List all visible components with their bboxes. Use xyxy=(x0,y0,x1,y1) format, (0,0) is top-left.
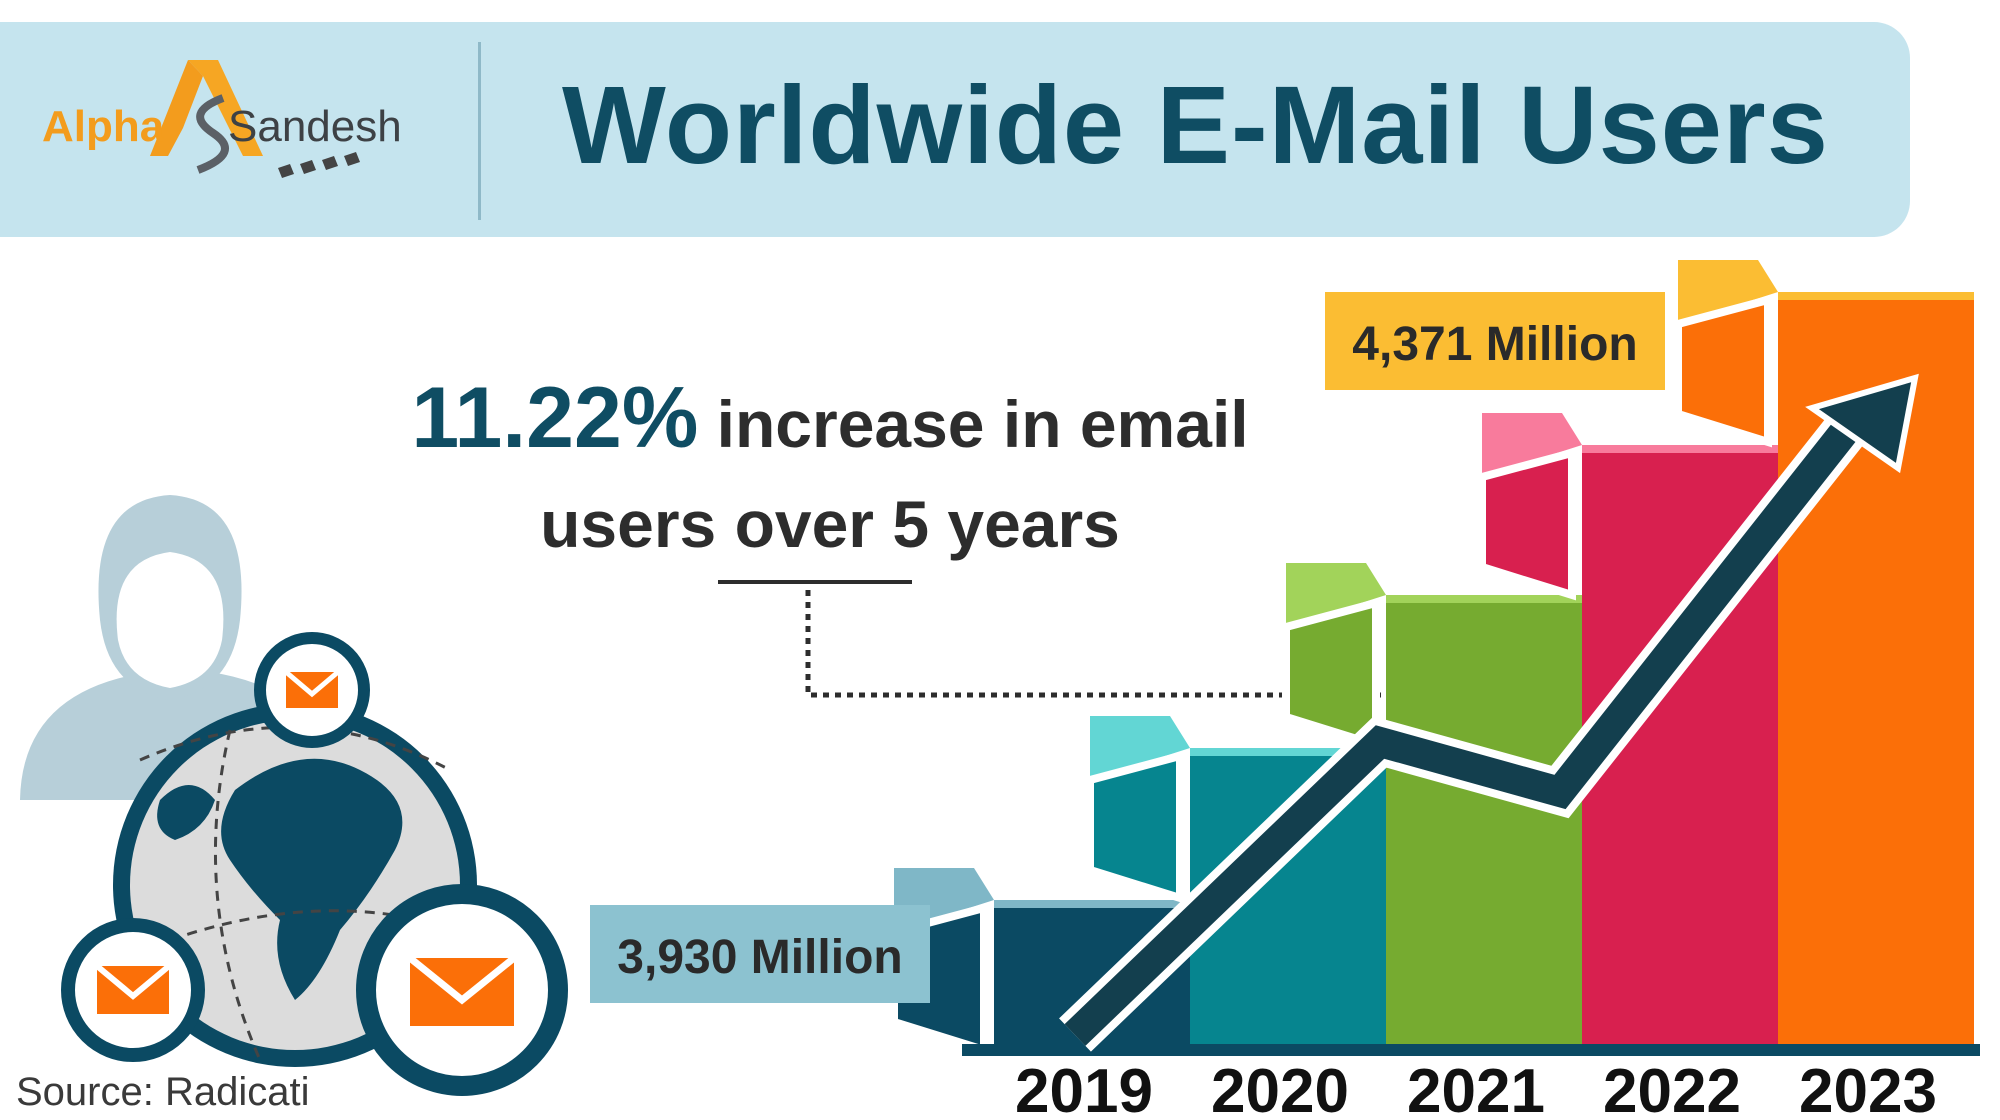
trend-arrow-head xyxy=(1805,373,1919,474)
bar-step-cap xyxy=(1090,716,1190,780)
header-banner xyxy=(0,22,1910,237)
bar-step-face xyxy=(1282,597,1380,751)
bar-2021 xyxy=(1386,595,1582,1050)
headline-line2: users over 5 years xyxy=(540,487,1120,561)
bar-chart: 2019 2020 2021 2022 2023 3,930 Million 4,371 M… xyxy=(590,260,1980,1120)
bar-step-cap xyxy=(1678,260,1778,324)
bar-step-cap xyxy=(1286,563,1386,627)
headline-percent: 11.22% xyxy=(411,370,699,466)
envelope-icon xyxy=(61,918,205,1062)
envelope-icon xyxy=(356,884,568,1096)
bar-step-face xyxy=(1674,294,1772,448)
x-tick-label: 2023 xyxy=(1799,1057,1937,1120)
bar-top-2022 xyxy=(1582,445,1778,453)
value-label: 3,930 Million xyxy=(617,931,902,984)
logo-mark-icon xyxy=(150,60,360,178)
logo-text-sandesh: Sandesh xyxy=(228,102,402,151)
bar-top-2021 xyxy=(1386,595,1582,603)
headline: 11.22% increase in email users over 5 ye… xyxy=(380,368,1280,574)
logo-text-alpha: Alpha xyxy=(42,102,165,151)
bar-top-2023 xyxy=(1778,292,1974,300)
header-divider xyxy=(478,42,481,220)
x-tick-label: 2022 xyxy=(1603,1057,1741,1120)
x-axis-baseline xyxy=(962,1044,1980,1056)
x-tick-label: 2021 xyxy=(1407,1057,1545,1120)
value-label-box xyxy=(590,905,930,1003)
logo: Alpha Sandesh xyxy=(38,58,438,188)
headline-line1: increase in email xyxy=(698,387,1249,461)
trend-arrow xyxy=(1064,402,1872,1046)
source-note: Source: Radicati xyxy=(16,1070,310,1114)
envelope-icon xyxy=(254,632,370,748)
bar-step-face xyxy=(1478,447,1576,601)
bar-top-2019 xyxy=(994,900,1190,908)
x-tick-label: 2019 xyxy=(1015,1057,1153,1120)
value-label-box xyxy=(1325,292,1665,390)
value-label: 4,371 Million xyxy=(1352,318,1637,371)
x-tick-label: 2020 xyxy=(1211,1057,1349,1120)
bar-step-face xyxy=(1086,750,1184,904)
bar-step-cap xyxy=(1482,413,1582,477)
page-title: Worldwide E-Mail Users xyxy=(562,64,1829,187)
